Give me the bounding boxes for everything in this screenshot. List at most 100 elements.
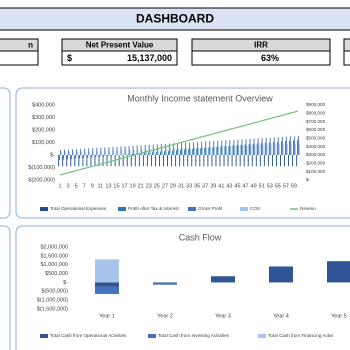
bar [294,143,296,155]
bar [82,155,84,167]
bar [98,155,100,167]
bar [76,149,78,155]
bar [196,148,198,155]
kpi-header [191,38,331,52]
x-tick-label: 21 [138,183,144,189]
bar [130,155,132,167]
y-tick-label: $200,000 [32,127,55,133]
bar [208,147,210,155]
bar [160,144,162,155]
y-tick-label: $- [63,280,68,286]
bar [260,143,262,155]
bar [176,143,178,155]
bar [107,155,109,156]
bar [263,155,265,167]
bar [64,152,66,155]
bar [218,146,220,155]
bar [112,146,114,155]
bar [66,155,68,167]
bar [168,150,169,155]
bar [127,154,129,155]
x-tick-label: Year 4 [273,313,289,319]
legend-label: Revenu [300,206,316,211]
bar [235,155,237,167]
bar [165,148,167,155]
bar [282,144,284,155]
bar [296,155,298,167]
bar [214,146,216,155]
bar [209,141,211,155]
bar [58,155,60,167]
bar [267,155,269,167]
legend-marker [40,207,48,211]
y-tick-label: $500,000 [45,271,68,277]
bar [234,146,236,155]
bar [269,137,271,155]
bar [239,155,241,167]
bar [116,146,118,155]
y-tick-label: $(200,000) [28,177,55,183]
bar [62,155,64,167]
bar [199,155,201,167]
x-tick-label: 55 [275,183,281,189]
x-tick-label: 3 [67,183,70,189]
bar [297,140,298,155]
legend-marker [40,334,48,338]
x-tick-label: 45 [234,183,240,189]
y2-tick-label: $700,000 [306,119,326,124]
panel [0,225,11,350]
bar [253,138,255,155]
bar [78,155,80,167]
x-tick-label: 59 [291,183,297,189]
bar [87,155,89,158]
bar [250,145,252,155]
bar [289,136,291,155]
bar [184,149,186,155]
bar [159,151,161,155]
x-tick-label: 41 [218,183,224,189]
y-tick-label: $100,000 [32,140,55,146]
legend-label: Total Cash from Investing Activities [158,333,230,338]
bar [99,155,101,157]
bar [155,155,156,167]
kpi-header [0,38,39,52]
bar [197,141,199,155]
bar [225,140,227,155]
chart-panel [15,87,350,219]
bar [216,146,218,155]
bar [136,145,138,155]
bar [60,150,61,155]
y-tick-label: $(500,000) [41,289,68,295]
bar [286,144,288,155]
bar [148,144,150,155]
bar [238,145,240,155]
bar [293,140,294,155]
bar [128,145,130,155]
bar [228,145,230,155]
legend-label: COS [250,206,260,211]
legend-label: Profit After Tax & Interest [128,206,179,211]
bar [169,148,171,155]
bar [113,150,115,155]
bar [81,151,82,155]
bar-segment [327,261,350,283]
bar [157,148,159,155]
bar [226,146,228,155]
bar [64,149,65,155]
bar [102,155,104,167]
legend-marker [258,334,266,338]
bar [261,138,263,155]
bar [70,155,72,167]
bar [71,155,73,159]
bar [96,147,98,155]
bar [104,147,106,155]
bar [94,155,96,167]
bar [103,155,105,157]
x-tick-label: 7 [83,183,86,189]
bar [93,151,95,155]
y2-tick-label: $600,000 [306,127,326,132]
bar [146,155,148,167]
bar [248,144,250,155]
bar [173,148,175,155]
bar [111,155,113,156]
